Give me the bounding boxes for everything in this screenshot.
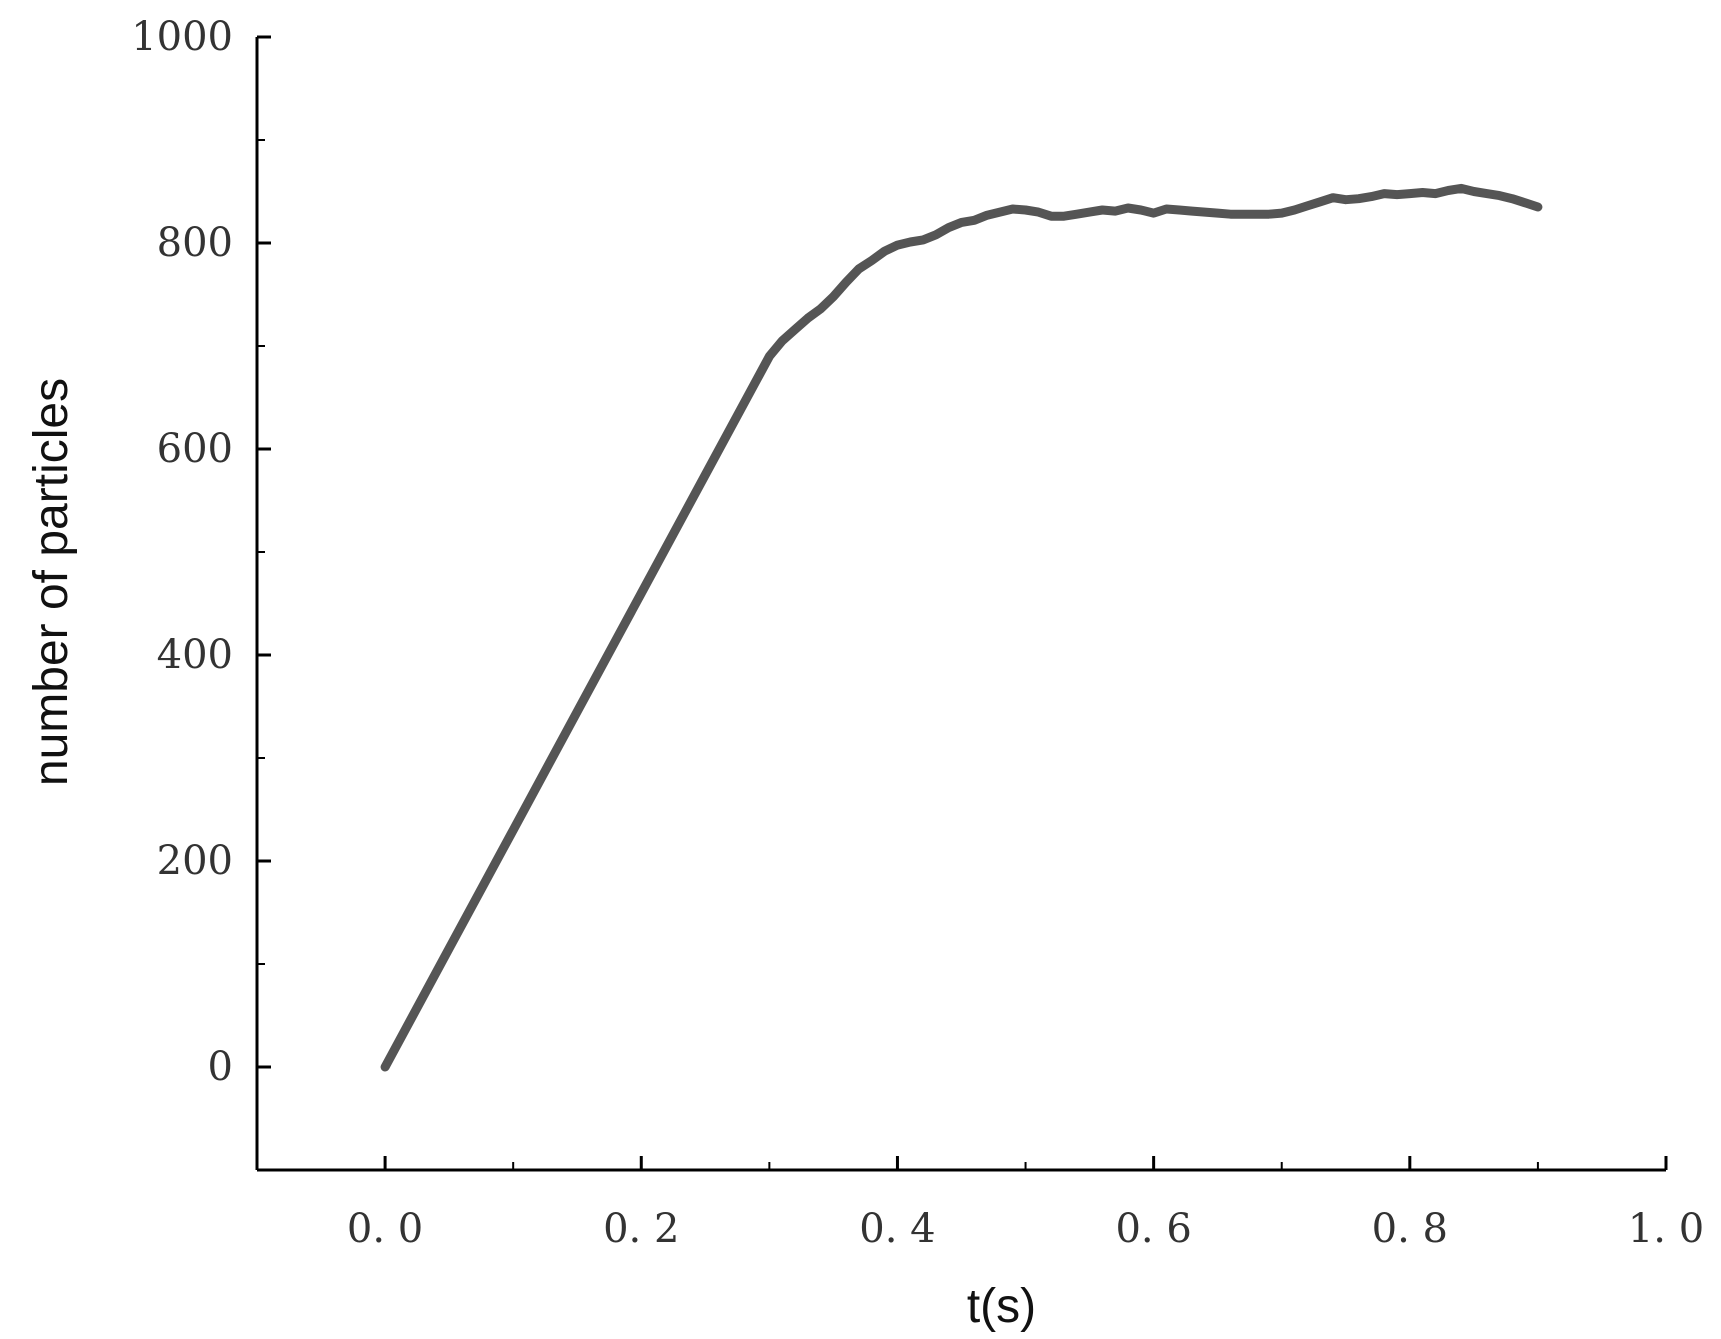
y-tick-label: 600 xyxy=(157,426,233,472)
series-layer xyxy=(380,183,1543,1072)
x-tick-label: 0. 6 xyxy=(1115,1206,1191,1252)
y-tick-label: 200 xyxy=(157,838,233,884)
x-tick-label: 0. 8 xyxy=(1372,1206,1448,1252)
y-axis-title: number of particles xyxy=(25,378,78,786)
x-tick-label: 1. 0 xyxy=(1628,1206,1704,1252)
x-axis-title: t(s) xyxy=(967,1280,1036,1333)
y-tick-label: 1000 xyxy=(131,14,233,60)
y-axis-ticks: 0 200 400 600 800 1000 xyxy=(131,14,271,1171)
series-line xyxy=(380,183,1543,1072)
y-tick-label: 800 xyxy=(157,220,233,266)
x-axis-ticks: 0. 0 0. 2 0. 4 0. 6 0. 8 1. 0 xyxy=(256,1156,1704,1252)
x-tick-label: 0. 4 xyxy=(859,1206,935,1252)
x-tick-label: 0. 0 xyxy=(347,1206,423,1252)
y-tick-label: 0 xyxy=(208,1044,233,1090)
x-tick-label: 0. 2 xyxy=(603,1206,679,1252)
y-tick-label: 400 xyxy=(157,632,233,678)
